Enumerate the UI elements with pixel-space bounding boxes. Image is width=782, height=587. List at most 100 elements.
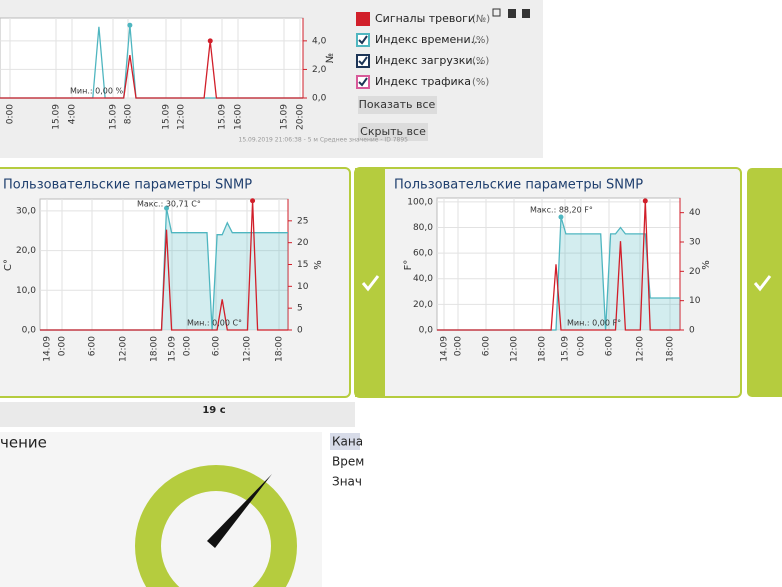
x-tick-label: 15.09	[52, 104, 62, 130]
y2-tick-label: 20	[297, 238, 309, 248]
y-tick-label: 30,0	[16, 206, 36, 216]
panel-title: Пользовательские параметры SNMP	[394, 178, 643, 193]
button-label[interactable]: Показать все	[359, 98, 436, 111]
panel-title: Пользовательские параметры SNMP	[3, 178, 252, 193]
list-selected[interactable]	[330, 433, 360, 450]
max-marker	[250, 198, 256, 204]
gauge-needle	[207, 474, 272, 548]
x-tick-label: 14.09	[43, 336, 53, 362]
y-axis-label: C°	[3, 259, 14, 271]
y2-axis-label: %	[313, 260, 324, 270]
button-label[interactable]: Скрыть все	[360, 125, 426, 138]
annotation: Мин.: 0,00 C°	[187, 319, 242, 328]
max-marker	[558, 214, 564, 220]
y-tick-label: 40,0	[413, 274, 433, 284]
y-tick-label: 80,0	[413, 223, 433, 233]
x-tick-label: 18:00	[666, 336, 676, 362]
y-axis-label: F°	[403, 260, 414, 271]
x-tick-label: 6:00	[212, 336, 222, 356]
y-tick-label: 10,0	[16, 286, 36, 296]
x-tick-label: 12:00	[119, 336, 129, 362]
list-item[interactable]: Кана	[332, 435, 363, 449]
legend-label: Сигналы тревоги	[375, 12, 475, 25]
y-tick-label: 100,0	[407, 197, 433, 207]
check-mark	[358, 35, 368, 45]
annotation: Мин.: 0,00 %	[70, 87, 123, 96]
y2-tick-label: 5	[297, 304, 303, 314]
x-tick-label: 18:00	[150, 336, 160, 362]
y-tick-label: 0,0	[22, 326, 37, 336]
y2-tick-label: 0	[297, 326, 303, 336]
x-tick-label: 15.09	[280, 104, 290, 130]
x-tick-label: 6:00	[605, 336, 615, 356]
gauge-title: чение	[0, 434, 47, 452]
annotation: Макс.: 30,71 C°	[137, 200, 201, 209]
y2-tick-label: 2,0	[312, 65, 327, 75]
y2-tick-label: 25	[297, 216, 308, 226]
gauge-ring	[135, 465, 297, 587]
x-tick-label: 18:00	[538, 336, 548, 362]
x-tick-label: 15.09	[561, 336, 571, 362]
list-item[interactable]: Знач	[332, 475, 362, 489]
x-tick-label: 15.09	[109, 104, 119, 130]
y2-tick-label: 10	[689, 296, 701, 306]
legend-unit: (%)	[472, 77, 489, 88]
x-tick-label: 0:00	[6, 104, 16, 124]
x-tick-label: 0:00	[58, 336, 68, 356]
max-marker	[642, 198, 648, 204]
y-tick-label: 0,0	[419, 326, 434, 336]
x-tick-label: 20:00	[296, 104, 306, 130]
x-tick-label: 0:00	[577, 336, 587, 356]
window-icons	[492, 8, 530, 18]
footer: 15.09.2019 21:06:38 - 5 м Среднее значен…	[239, 137, 409, 144]
max-marker	[127, 22, 133, 28]
show-all-button[interactable]	[358, 96, 437, 114]
series-area	[40, 208, 288, 330]
y-tick-label: 60,0	[413, 249, 433, 259]
x-tick-label: 12:00	[243, 336, 253, 362]
y2-tick-label: 0	[689, 326, 695, 336]
x-tick-label: 6:00	[482, 336, 492, 356]
y2-tick-label: 10	[297, 282, 309, 292]
annotation: Мин.: 0,00 F°	[567, 319, 621, 328]
x-tick-label: 15.09	[162, 104, 172, 130]
x-tick-label: 0:00	[183, 336, 193, 356]
y-tick-label: 20,0	[16, 246, 36, 256]
x-tick-label: 8:00	[124, 104, 134, 124]
y2-tick-label: 20	[689, 267, 701, 277]
y2-tick-label: 40	[689, 208, 701, 218]
x-tick-label: 15.09	[168, 336, 178, 362]
max-marker	[164, 205, 170, 211]
x-tick-label: 12:00	[510, 336, 520, 362]
annotation: Макс.: 88,20 F°	[530, 206, 593, 215]
timer: 19 с	[202, 405, 225, 416]
x-tick-label: 16:00	[234, 104, 244, 130]
x-tick-label: 12:00	[636, 336, 646, 362]
legend-swatch	[356, 12, 370, 26]
series-line	[0, 40, 303, 99]
legend-unit: (№)	[472, 14, 490, 25]
list-item[interactable]: Врем	[332, 455, 364, 469]
x-tick-label: 18:00	[275, 336, 285, 362]
check-icon	[361, 275, 380, 292]
max-marker	[207, 38, 213, 44]
x-tick-label: 6:00	[88, 336, 98, 356]
hide-all-button[interactable]	[358, 123, 428, 141]
y2-tick-label: 30	[689, 238, 701, 248]
x-tick-label: 0:00	[454, 336, 464, 356]
legend-label: Индекс трафика	[375, 75, 471, 88]
check-mark	[358, 56, 368, 66]
y2-tick-label: 15	[297, 260, 308, 270]
selected-bar	[355, 168, 385, 397]
legend-unit: (%)	[472, 56, 489, 67]
series-line	[437, 200, 680, 331]
y2-tick-label: 0,0	[312, 94, 327, 104]
timer-bar	[0, 402, 355, 427]
y2-axis-label: №	[325, 53, 336, 63]
check-mark	[358, 77, 368, 87]
legend-unit: (%)	[472, 35, 489, 46]
y2-axis-label: %	[701, 260, 712, 270]
x-tick-label: 15.09	[218, 104, 228, 130]
series-line	[40, 200, 288, 331]
